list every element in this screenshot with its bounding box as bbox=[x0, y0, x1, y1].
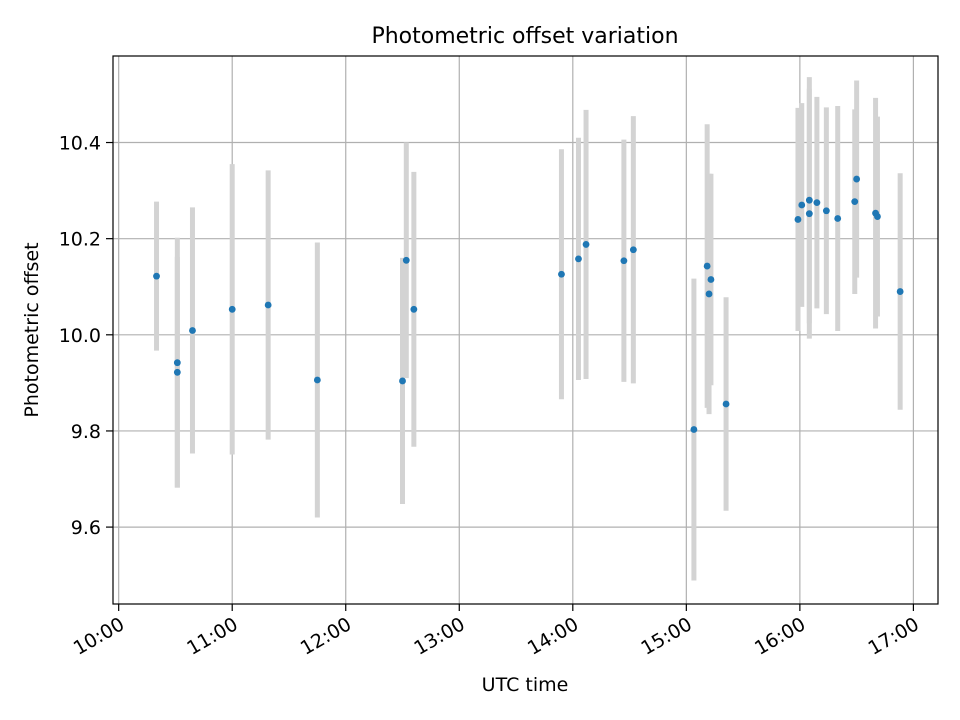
data-point bbox=[805, 210, 813, 218]
data-point bbox=[189, 327, 196, 334]
data-point bbox=[722, 400, 730, 408]
y-tick-label: 9.6 bbox=[71, 517, 101, 539]
x-axis-label: UTC time bbox=[482, 674, 569, 696]
data-point bbox=[707, 276, 715, 283]
data-point bbox=[798, 201, 806, 209]
data-point bbox=[851, 198, 859, 206]
data-point bbox=[874, 213, 881, 220]
y-tick-label: 10.2 bbox=[59, 229, 101, 251]
point-layer bbox=[153, 175, 904, 433]
data-point bbox=[813, 199, 821, 207]
data-point bbox=[402, 256, 410, 264]
data-point bbox=[313, 376, 321, 384]
data-point bbox=[853, 175, 861, 183]
y-axis-label: Photometric offset bbox=[21, 242, 43, 417]
y-tick-label: 9.8 bbox=[71, 421, 101, 443]
data-point bbox=[399, 377, 406, 385]
y-tick-label: 10.4 bbox=[59, 133, 101, 155]
data-point bbox=[173, 368, 181, 376]
data-point bbox=[228, 305, 236, 313]
data-point bbox=[558, 270, 565, 278]
data-point bbox=[410, 305, 418, 313]
data-point bbox=[620, 257, 628, 265]
data-point bbox=[582, 241, 590, 248]
data-point bbox=[173, 359, 181, 367]
plot-frame bbox=[112, 55, 939, 605]
data-point bbox=[705, 290, 713, 298]
chart-title: Photometric offset variation bbox=[371, 24, 678, 49]
data-point bbox=[153, 272, 160, 280]
data-point bbox=[822, 207, 830, 215]
data-point bbox=[805, 196, 813, 204]
data-point bbox=[896, 288, 904, 295]
data-point bbox=[690, 426, 698, 433]
data-point bbox=[264, 301, 272, 309]
data-point bbox=[703, 262, 711, 270]
data-point bbox=[629, 246, 637, 254]
data-point bbox=[575, 255, 582, 263]
y-tick-label: 10.0 bbox=[59, 325, 101, 347]
data-point bbox=[834, 215, 842, 222]
data-point bbox=[794, 216, 802, 223]
